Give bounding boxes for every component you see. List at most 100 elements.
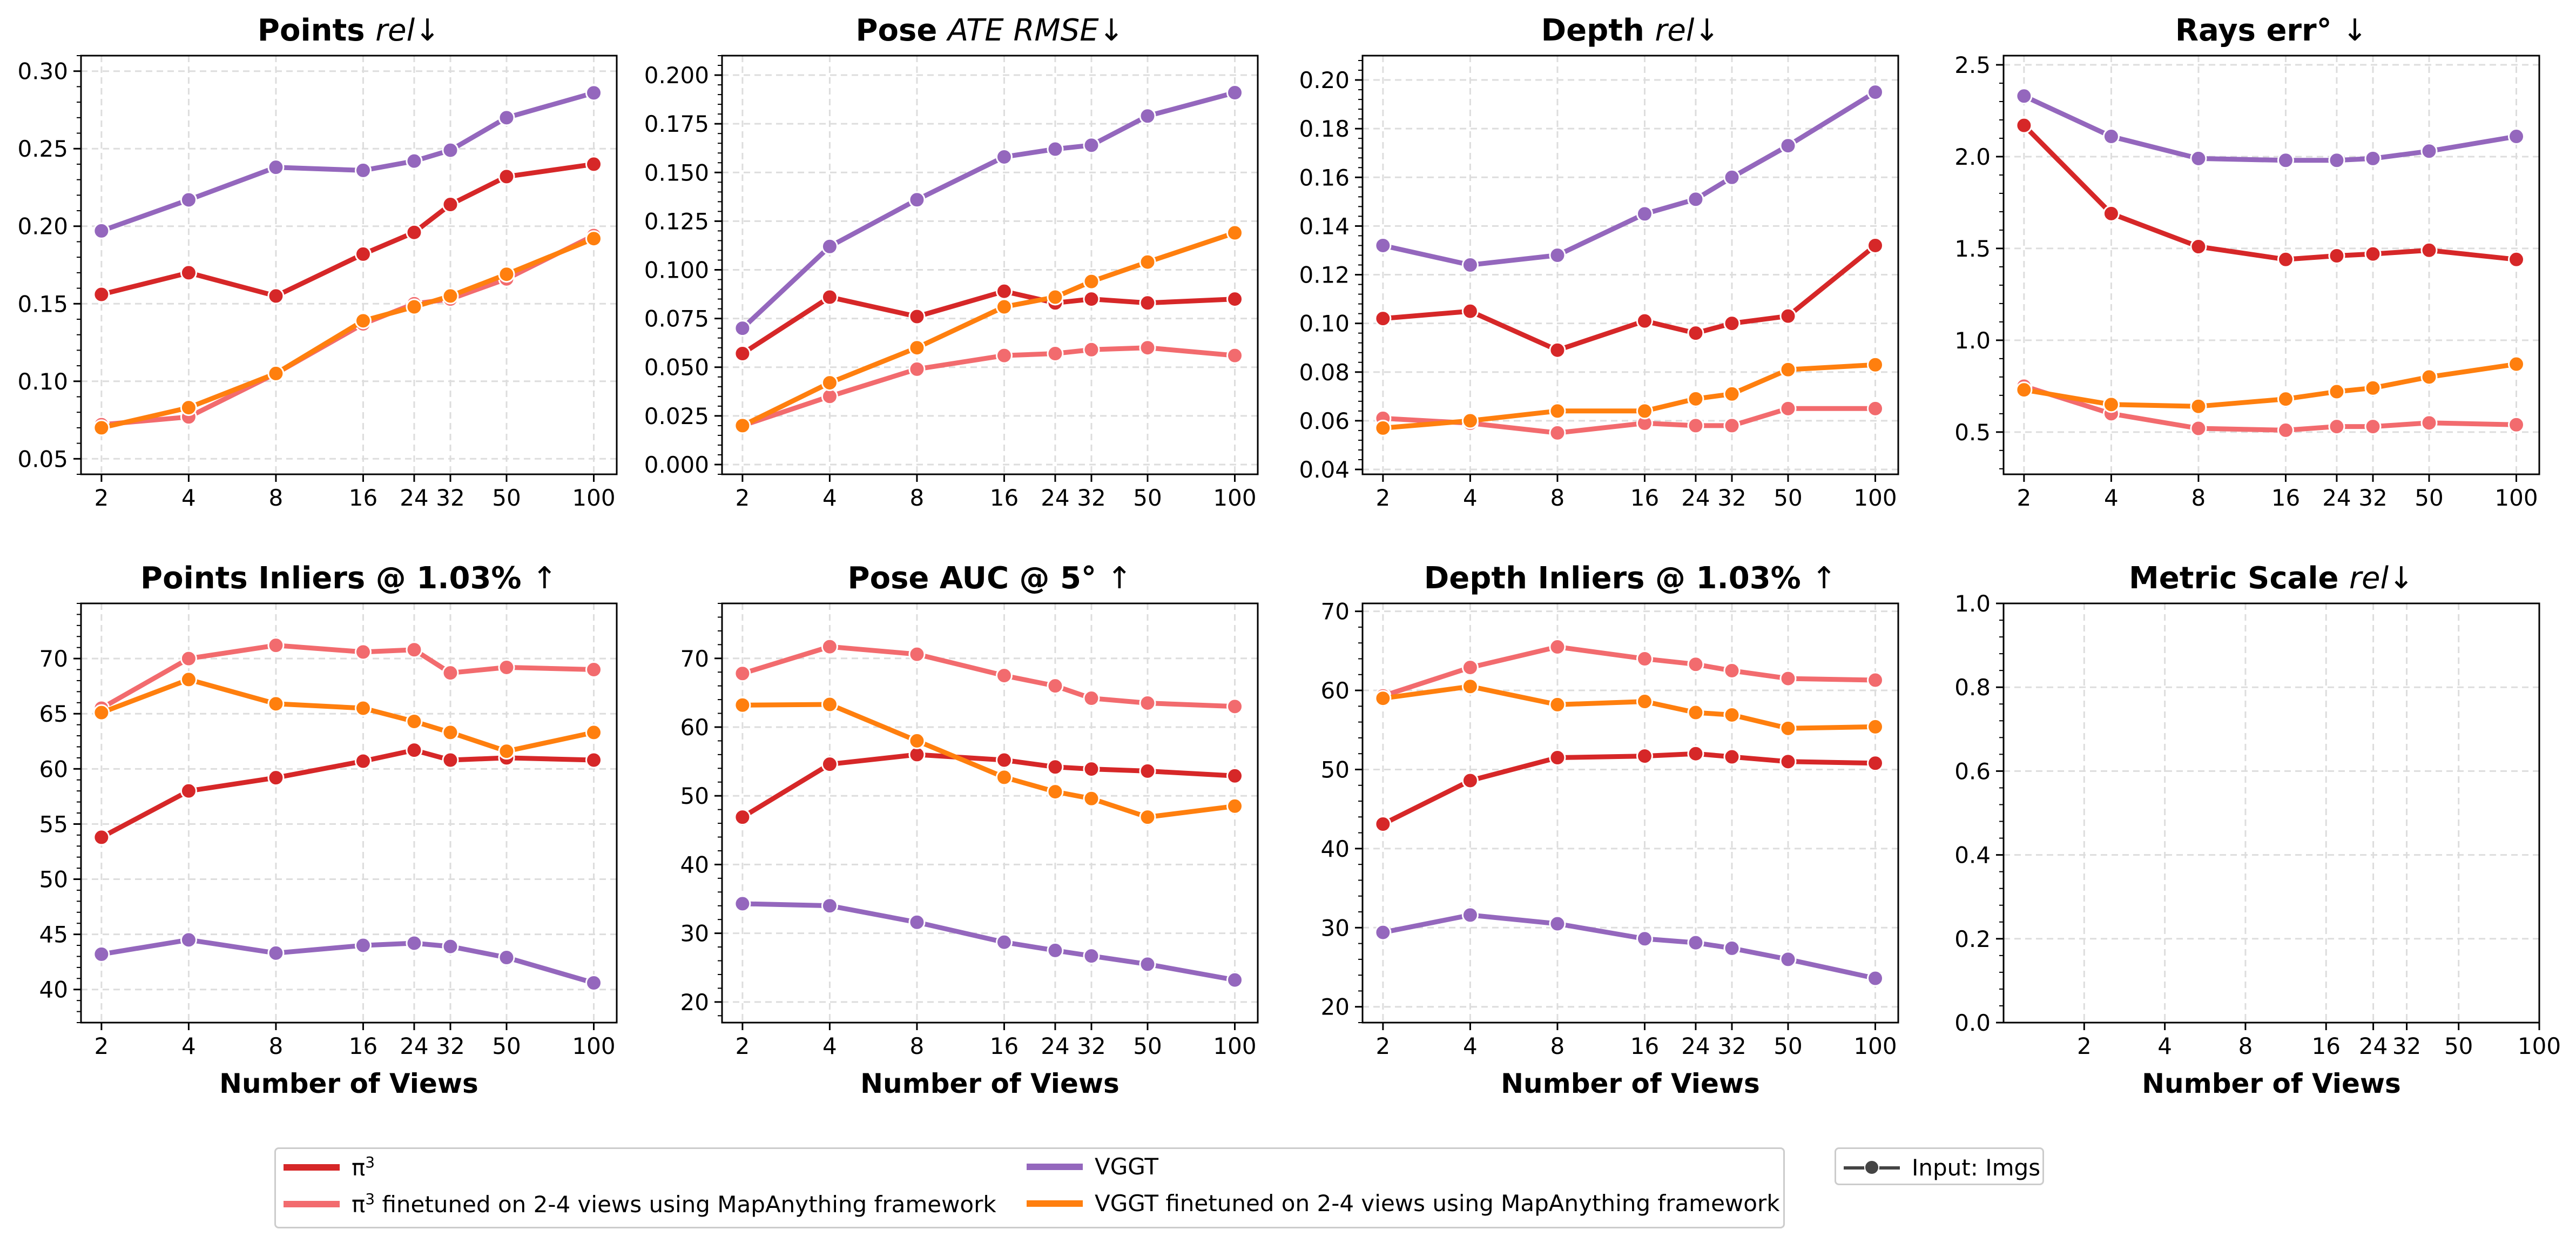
series-line-pi3 xyxy=(99,748,596,840)
data-point-pi3-finetuned xyxy=(2420,414,2438,432)
series-line-pi3 xyxy=(99,162,596,299)
data-point-pi3-finetuned xyxy=(1723,417,1741,434)
data-point-vggt-finetuned xyxy=(2102,396,2120,413)
data-point-vggt xyxy=(2420,143,2438,160)
y-tick-label: 70 xyxy=(680,646,709,672)
series-line-pi3-finetuned xyxy=(99,643,596,711)
data-point-pi3 xyxy=(1723,315,1741,332)
data-point-pi3-finetuned xyxy=(1461,659,1479,676)
chart-title: Rays err° ↓ xyxy=(2175,13,2368,48)
data-point-pi3 xyxy=(908,746,926,763)
data-point-vggt-finetuned xyxy=(1374,690,1392,707)
data-point-vggt xyxy=(2277,152,2294,169)
x-tick-label: 2 xyxy=(95,1033,109,1059)
chart-title-main: Metric Scale xyxy=(2129,561,2349,596)
data-point-vggt xyxy=(908,913,926,931)
data-point-vggt-finetuned xyxy=(585,724,603,741)
data-point-pi3 xyxy=(585,156,603,173)
x-tick-label: 100 xyxy=(572,1033,615,1059)
legend: π3 π3 finetuned on 2-4 views using MapAn… xyxy=(274,1147,1785,1228)
legend-swatch-vggt xyxy=(1027,1163,1083,1170)
data-point-vggt xyxy=(1047,140,1064,158)
y-tick-label: 0.05 xyxy=(17,446,68,472)
data-point-vggt xyxy=(995,933,1013,951)
legend-item-pi3: π3 xyxy=(284,1153,375,1181)
data-point-vggt-finetuned xyxy=(1461,412,1479,429)
series-line-pi3-finetuned xyxy=(740,644,1237,709)
data-point-pi3 xyxy=(1867,237,1884,254)
y-tick-label: 0.18 xyxy=(1299,116,1350,142)
data-point-pi3-finetuned xyxy=(734,665,751,682)
data-point-vggt xyxy=(1723,169,1741,186)
data-point-vggt-finetuned xyxy=(1083,790,1100,807)
data-point-vggt-finetuned xyxy=(180,399,197,416)
data-point-pi3 xyxy=(354,752,372,770)
x-tick-label: 2 xyxy=(1376,1033,1391,1059)
data-point-pi3 xyxy=(734,345,751,362)
data-point-vggt-finetuned xyxy=(1083,273,1100,290)
x-tick-label: 16 xyxy=(2271,485,2300,511)
data-point-pi3-finetuned xyxy=(908,360,926,378)
y-tick-label: 0.14 xyxy=(1299,213,1350,239)
data-point-vggt-finetuned xyxy=(2015,381,2033,399)
x-tick-label: 2 xyxy=(736,485,750,511)
data-point-pi3 xyxy=(2328,247,2345,265)
data-point-pi3-finetuned xyxy=(354,643,372,661)
data-point-vggt xyxy=(406,152,423,170)
data-point-vggt-finetuned xyxy=(2328,383,2345,400)
data-point-vggt xyxy=(734,895,751,912)
y-tick-label: 0.12 xyxy=(1299,262,1350,288)
legend-item-vggt-finetuned: VGGT finetuned on 2-4 views using MapAny… xyxy=(1027,1190,1780,1217)
y-tick-label: 70 xyxy=(1321,599,1350,625)
x-tick-label: 24 xyxy=(1041,485,1069,511)
data-point-vggt-finetuned xyxy=(1549,402,1566,420)
y-tick-label: 50 xyxy=(1321,756,1350,783)
chart-title-italic: ATE RMSE xyxy=(946,13,1099,48)
series-line-vggt xyxy=(1380,912,1878,981)
y-tick-label: 1.0 xyxy=(1954,327,1991,354)
plot-frame xyxy=(1361,602,1899,1024)
legend-swatch-pi3-finetuned xyxy=(284,1200,340,1207)
chart-title-arrow: ↓ xyxy=(415,13,440,48)
x-tick-label: 50 xyxy=(1773,1033,1802,1059)
data-point-vggt xyxy=(1461,906,1479,924)
chart-title-arrow: ↓ xyxy=(2389,561,2414,596)
chart-title-main: Points Inliers @ 1.03% xyxy=(140,561,532,596)
data-point-pi3 xyxy=(442,751,459,769)
y-tick-label: 1.0 xyxy=(1954,590,1991,617)
data-point-vggt-finetuned xyxy=(821,696,838,713)
y-tick-label: 70 xyxy=(39,646,68,672)
data-point-pi3 xyxy=(821,756,838,773)
data-point-pi3 xyxy=(908,308,926,325)
data-point-pi3-finetuned xyxy=(1549,639,1566,656)
chart-title-main: Rays err° xyxy=(2175,13,2342,48)
data-point-vggt xyxy=(908,191,926,209)
chart-title: Pose AUC @ 5° ↑ xyxy=(848,561,1132,596)
y-tick-label: 0.150 xyxy=(644,159,709,186)
y-tick-label: 0.20 xyxy=(17,213,68,240)
y-tick-label: 0.08 xyxy=(1299,359,1350,386)
data-point-pi3 xyxy=(2190,238,2207,256)
data-point-vggt-finetuned xyxy=(2364,379,2382,397)
y-tick-label: 0.15 xyxy=(17,291,68,317)
data-point-vggt-finetuned xyxy=(1226,797,1244,815)
x-tick-label: 4 xyxy=(822,1033,837,1059)
chart-title-main: Pose xyxy=(855,13,947,48)
y-tick-label: 0.30 xyxy=(17,58,68,85)
y-tick-label: 0.4 xyxy=(1954,842,1991,869)
data-point-pi3 xyxy=(585,751,603,769)
y-tick-label: 0.050 xyxy=(644,354,709,381)
data-point-vggt-finetuned xyxy=(1374,419,1392,436)
legend-item-input: Input: Imgs xyxy=(1844,1154,2040,1181)
data-point-vggt-finetuned xyxy=(1139,809,1156,826)
x-tick-label: 4 xyxy=(181,1033,196,1059)
data-point-pi3-finetuned xyxy=(1779,670,1797,687)
chart-title-arrow: ↓ xyxy=(1694,13,1719,48)
data-point-pi3-finetuned xyxy=(1867,671,1884,689)
data-point-pi3-finetuned xyxy=(1549,424,1566,441)
y-tick-label: 55 xyxy=(39,811,68,837)
data-point-pi3 xyxy=(1226,291,1244,308)
data-point-pi3 xyxy=(1139,294,1156,312)
data-point-vggt-finetuned xyxy=(1867,718,1884,735)
data-point-pi3-finetuned xyxy=(995,667,1013,684)
